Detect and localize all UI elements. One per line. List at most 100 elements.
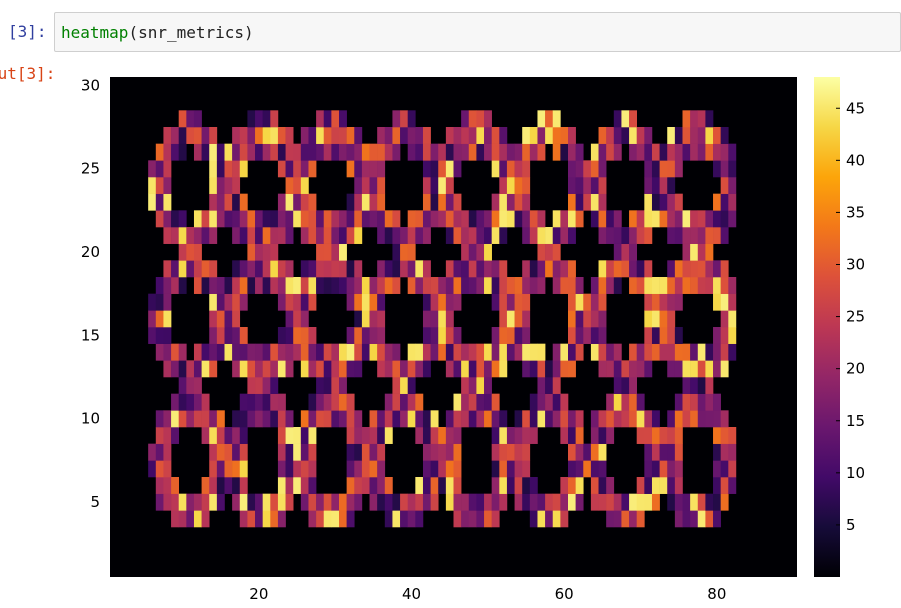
heatmap-cell [690, 110, 699, 128]
heatmap-cell [407, 377, 416, 394]
heatmap-cell [644, 293, 653, 311]
heatmap-cell [522, 427, 531, 444]
heatmap-cell [293, 477, 302, 494]
colorbar-tick-label: 40 [846, 151, 865, 169]
heatmap-cell [606, 343, 615, 361]
heatmap-cell [453, 260, 462, 278]
heatmap-cell [300, 327, 309, 344]
heatmap-cell [323, 143, 332, 161]
heatmap-cell [674, 260, 683, 278]
heatmap-cell [606, 277, 615, 294]
heatmap-cell [186, 360, 195, 378]
input-prompt: [3]: [8, 22, 47, 41]
heatmap-cell [552, 377, 561, 394]
heatmap-cell [308, 227, 317, 244]
heatmap-cell [461, 127, 470, 144]
heatmap-cell [667, 443, 676, 461]
heatmap-cell [400, 227, 408, 244]
heatmap-cell [193, 243, 202, 261]
heatmap-cell [682, 143, 691, 161]
heatmap-cell [262, 360, 271, 378]
heatmap-cell [377, 327, 386, 344]
heatmap-cell [155, 343, 164, 361]
heatmap-cell [598, 193, 607, 211]
heatmap-cell [262, 510, 271, 528]
heatmap-cell [430, 410, 439, 428]
heatmap-cell [506, 460, 515, 478]
heatmap-cell [255, 510, 263, 528]
heatmap-cell [255, 110, 263, 128]
heatmap-cell [209, 443, 218, 461]
heatmap-cell [369, 160, 378, 178]
heatmap-cell [476, 210, 485, 228]
heatmap-cell [659, 293, 668, 311]
heatmap-cell [331, 510, 340, 528]
heatmap-cell [476, 127, 485, 144]
heatmap-cell [384, 127, 393, 144]
heatmap-cell [537, 227, 546, 244]
heatmap-cell [255, 410, 263, 428]
heatmap-cell [651, 310, 660, 328]
heatmap-cell [209, 177, 218, 194]
heatmap-cell [484, 360, 492, 378]
heatmap-cell [484, 227, 492, 244]
heatmap-cell [171, 227, 179, 244]
heatmap-cell [560, 277, 569, 294]
heatmap-cell [491, 360, 500, 378]
heatmap-cell [155, 427, 164, 444]
heatmap-cell [705, 127, 714, 144]
heatmap-cell [491, 327, 500, 344]
heatmap-cell [201, 260, 210, 278]
heatmap-cell [514, 193, 523, 211]
heatmap-cell [453, 410, 462, 428]
heatmap-cell [308, 127, 317, 144]
heatmap-cell [506, 210, 515, 228]
heatmap-cell [178, 360, 187, 378]
heatmap-cell [713, 293, 721, 311]
heatmap-cell [682, 243, 691, 261]
heatmap-cell [476, 410, 485, 428]
heatmap-cell [209, 227, 218, 244]
heatmap-cell [308, 343, 317, 361]
heatmap-cell [186, 227, 195, 244]
heatmap-cell [445, 327, 454, 344]
heatmap-cell [331, 243, 340, 261]
colorbar-tick-label: 35 [846, 203, 865, 221]
heatmap-cell [346, 210, 355, 228]
heatmap-cell [171, 260, 179, 278]
heatmap-cell [697, 510, 706, 528]
heatmap-cell [331, 227, 340, 244]
heatmap-cell [522, 477, 531, 494]
heatmap-cell [636, 477, 645, 494]
heatmap-cell [171, 360, 179, 378]
heatmap-cell [568, 127, 576, 144]
heatmap-cell [369, 327, 378, 344]
code-input[interactable]: heatmap(snr_metrics) [54, 12, 901, 52]
heatmap-cell [484, 210, 492, 228]
heatmap-cell [354, 293, 363, 311]
heatmap-cell [667, 193, 676, 211]
heatmap-cell [415, 360, 424, 378]
heatmap-cell [247, 510, 256, 528]
heatmap-cell [209, 460, 218, 478]
heatmap-cell [201, 127, 210, 144]
heatmap-cell [491, 227, 500, 244]
heatmap-cell [484, 510, 492, 528]
heatmap-cell [392, 127, 401, 144]
heatmap-cell [499, 227, 508, 244]
heatmap-cell [354, 193, 363, 211]
heatmap-cell [422, 310, 431, 328]
heatmap-cell [667, 127, 676, 144]
heatmap-cell [552, 493, 561, 511]
heatmap-cell [171, 143, 179, 161]
heatmap-cell [713, 327, 721, 344]
heatmap-cell [560, 360, 569, 378]
heatmap-cell [720, 227, 729, 244]
heatmap-cell [163, 127, 172, 144]
heatmap-cell [346, 343, 355, 361]
heatmap-cell [560, 143, 569, 161]
heatmap-cell [499, 310, 508, 328]
heatmap-cell [224, 310, 233, 328]
heatmap-cell [636, 493, 645, 511]
heatmap-cell [392, 377, 401, 394]
